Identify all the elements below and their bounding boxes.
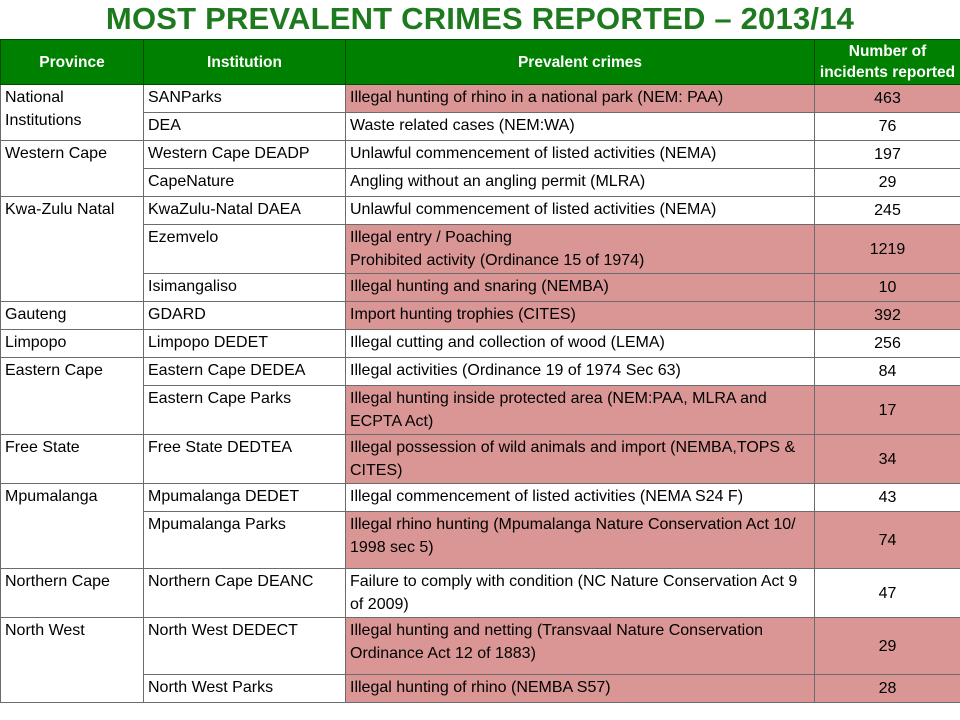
- crime-cell: Illegal hunting and netting (Transvaal N…: [345, 617, 815, 675]
- incidents-cell: 74: [814, 511, 960, 569]
- incidents-cell: 34: [814, 434, 960, 484]
- header-province: Province: [0, 39, 144, 85]
- table-row: Isimangaliso Illegal hunting and snaring…: [1, 273, 960, 302]
- crime-cell: Illegal hunting and snaring (NEMBA): [345, 273, 815, 302]
- province-cell: Free State: [0, 434, 144, 484]
- table-row: Western Cape Western Cape DEADP Unlawful…: [0, 140, 960, 197]
- incidents-cell: 463: [814, 84, 960, 113]
- table-row: Ezemvelo Illegal entry / Poaching Prohibi…: [1, 224, 960, 274]
- crime-cell: Illegal cutting and collection of wood (…: [345, 329, 815, 358]
- crime-cell: Unlawful commencement of listed activiti…: [345, 140, 815, 169]
- incidents-cell: 1219: [814, 224, 960, 274]
- province-cell: North West: [0, 617, 144, 703]
- table-row: Eastern Cape Eastern Cape DEDEA Illegal …: [0, 357, 960, 435]
- institution-cell: SANParks: [143, 84, 346, 113]
- province-cell: Limpopo: [0, 329, 144, 358]
- header-incidents: Number of incidents reported: [814, 39, 960, 85]
- incidents-cell: 43: [814, 483, 960, 512]
- institution-cell: CapeNature: [143, 168, 346, 197]
- institution-cell: North West Parks: [143, 674, 346, 703]
- province-cell: National Institutions: [0, 84, 144, 141]
- incidents-cell: 17: [814, 385, 960, 435]
- table-row: Gauteng GDARD Import hunting trophies (C…: [0, 301, 960, 330]
- incidents-cell: 28: [814, 674, 960, 703]
- institution-cell: DEA: [143, 112, 346, 141]
- institution-cell: Isimangaliso: [143, 273, 346, 302]
- incidents-cell: 29: [814, 617, 960, 675]
- institution-cell: Ezemvelo: [143, 224, 346, 274]
- table-row: Eastern Cape Parks Illegal hunting insid…: [1, 385, 960, 435]
- institution-cell: GDARD: [143, 301, 346, 330]
- province-cell: Eastern Cape: [0, 357, 144, 435]
- crime-cell: Illegal commencement of listed activitie…: [345, 483, 815, 512]
- incidents-cell: 47: [814, 568, 960, 618]
- institution-cell: Western Cape DEADP: [143, 140, 346, 169]
- incidents-cell: 76: [814, 112, 960, 141]
- province-cell: Gauteng: [0, 301, 144, 330]
- table-row: Northern Cape Northern Cape DEANC Failur…: [0, 568, 960, 618]
- table-row: North West North West DEDECT Illegal hun…: [0, 617, 960, 703]
- header-prevalent-crimes: Prevalent crimes: [345, 39, 815, 85]
- table-row: DEA Waste related cases (NEM:WA) 76: [1, 112, 960, 141]
- institution-cell: North West DEDECT: [143, 617, 346, 675]
- table-row: Mpumalanga Mpumalanga DEDET Illegal comm…: [0, 483, 960, 569]
- crime-cell: Import hunting trophies (CITES): [345, 301, 815, 330]
- table-row: North West Parks Illegal hunting of rhin…: [1, 674, 960, 703]
- crime-cell: Waste related cases (NEM:WA): [345, 112, 815, 141]
- crime-cell: Illegal activities (Ordinance 19 of 1974…: [345, 357, 815, 386]
- page-title: MOST PREVALENT CRIMES REPORTED – 2013/14: [105, 1, 855, 36]
- header-row: Province Institution Prevalent crimes Nu…: [0, 39, 960, 85]
- crime-cell: Illegal hunting of rhino in a national p…: [345, 84, 815, 113]
- incidents-cell: 197: [814, 140, 960, 169]
- incidents-cell: 84: [814, 357, 960, 386]
- province-cell: Northern Cape: [0, 568, 144, 618]
- incidents-cell: 392: [814, 301, 960, 330]
- institution-cell: Eastern Cape DEDEA: [143, 357, 346, 386]
- crime-line: Prohibited activity (Ordinance 15 of 197…: [350, 252, 645, 269]
- table-row: Mpumalanga Parks Illegal rhino hunting (…: [1, 511, 960, 569]
- crime-cell: Unlawful commencement of listed activiti…: [345, 196, 815, 225]
- incidents-cell: 256: [814, 329, 960, 358]
- crimes-table: Province Institution Prevalent crimes Nu…: [0, 39, 960, 703]
- institution-cell: Free State DEDTEA: [143, 434, 346, 484]
- province-cell: Kwa-Zulu Natal: [0, 196, 144, 302]
- institution-cell: Eastern Cape Parks: [143, 385, 346, 435]
- institution-cell: KwaZulu-Natal DAEA: [143, 196, 346, 225]
- province-cell: Mpumalanga: [0, 483, 144, 569]
- institution-cell: Mpumalanga Parks: [143, 511, 346, 569]
- institution-cell: Mpumalanga DEDET: [143, 483, 346, 512]
- crime-line: Illegal entry / Poaching: [350, 229, 512, 246]
- table-row: Kwa-Zulu Natal KwaZulu-Natal DAEA Unlawf…: [0, 196, 960, 302]
- table-row: Limpopo Limpopo DEDET Illegal cutting an…: [0, 329, 960, 358]
- crime-cell: Illegal rhino hunting (Mpumalanga Nature…: [345, 511, 815, 569]
- crime-cell: Illegal possession of wild animals and i…: [345, 434, 815, 484]
- incidents-cell: 10: [814, 273, 960, 302]
- crime-cell: Illegal hunting of rhino (NEMBA S57): [345, 674, 815, 703]
- crime-cell: Angling without an angling permit (MLRA): [345, 168, 815, 197]
- province-cell: Western Cape: [0, 140, 144, 197]
- table-row: CapeNature Angling without an angling pe…: [1, 168, 960, 197]
- crime-cell: Illegal entry / Poaching Prohibited activ…: [345, 224, 815, 274]
- institution-cell: Limpopo DEDET: [143, 329, 346, 358]
- crime-cell: Illegal hunting inside protected area (N…: [345, 385, 815, 435]
- institution-cell: Northern Cape DEANC: [143, 568, 346, 618]
- incidents-cell: 29: [814, 168, 960, 197]
- header-institution: Institution: [143, 39, 346, 85]
- incidents-cell: 245: [814, 196, 960, 225]
- table-row: Free State Free State DEDTEA Illegal pos…: [0, 434, 960, 484]
- crime-cell: Failure to comply with condition (NC Nat…: [345, 568, 815, 618]
- table-row: National Institutions SANParks Illegal h…: [0, 84, 960, 141]
